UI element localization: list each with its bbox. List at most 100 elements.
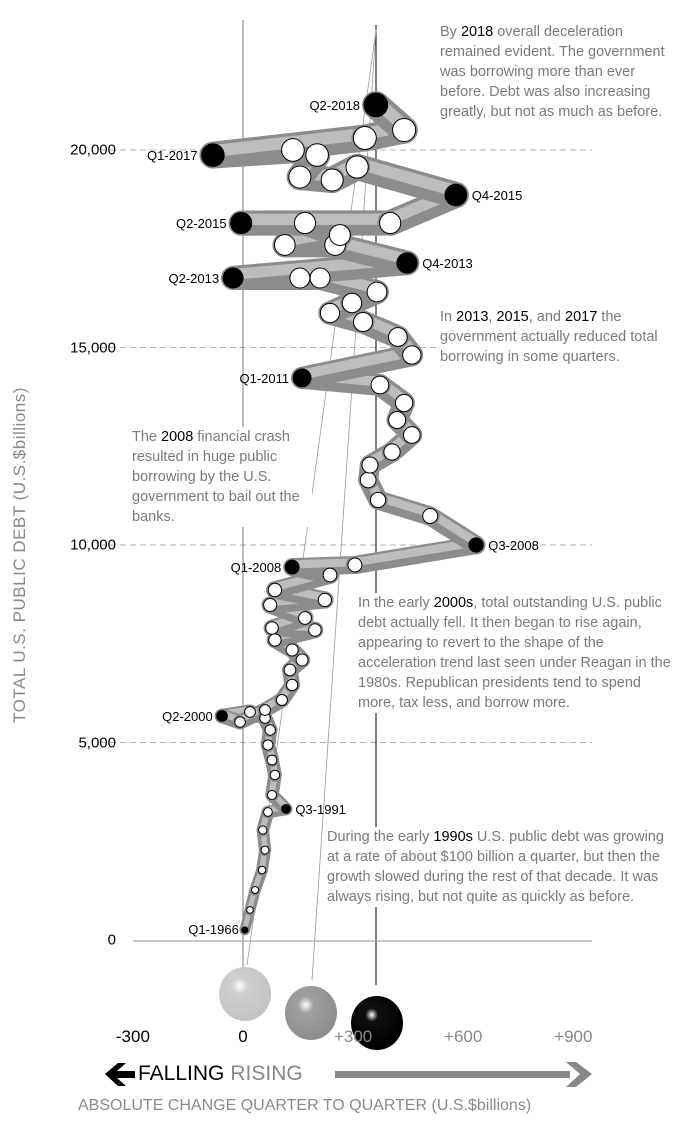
quarter-point <box>289 267 311 289</box>
rising-label: RISING <box>230 1062 303 1085</box>
quarter-point <box>370 375 390 395</box>
point-label: Q3-2008 <box>488 538 539 553</box>
quarter-point <box>317 592 332 608</box>
annotation-2013-2015-2017: In 2013, 2015, and 2017 the government a… <box>440 307 665 367</box>
quarter-point <box>269 769 281 781</box>
y-axis-label: TOTAL U.S. PUBLIC DEBT (U.S.$billions) <box>10 387 29 723</box>
quarter-point <box>234 716 246 728</box>
quarter-point <box>251 885 260 895</box>
point-label: Q1-2011 <box>240 371 290 386</box>
quarter-point <box>341 292 363 314</box>
quarter-point <box>259 704 271 716</box>
point-label: Q1-1966 <box>188 922 239 937</box>
tube-highlight <box>351 157 462 198</box>
falling-arrow-icon <box>105 1063 135 1086</box>
y-tick-label: 5,000 <box>78 734 116 751</box>
tube-highlight <box>288 558 359 569</box>
quarter-point <box>274 234 296 256</box>
quarter-point <box>283 663 297 677</box>
quarter-point <box>322 567 338 583</box>
highlight-point <box>241 926 249 934</box>
quarter-point <box>347 557 363 573</box>
quarter-point <box>366 281 388 303</box>
quarter-point <box>281 138 305 162</box>
x-tick-label: 0 <box>238 1027 248 1046</box>
quarter-point <box>305 143 329 167</box>
quarter-point <box>260 845 270 855</box>
tube-highlight <box>297 346 417 380</box>
highlight-point <box>444 183 468 207</box>
quarter-point <box>266 754 278 766</box>
annotation-2018: By 2018 overall deceleration remained ev… <box>440 22 672 122</box>
quarter-point <box>309 267 331 289</box>
annotation-1990s: During the early 1990s U.S. public debt … <box>327 827 672 907</box>
highlight-point <box>201 143 225 167</box>
point-label: Q2-2000 <box>162 709 213 724</box>
quarter-point <box>392 117 417 143</box>
quarter-point <box>379 211 402 235</box>
quarter-point <box>257 865 267 875</box>
rising-arrow-icon <box>335 1062 592 1087</box>
quarter-point <box>246 906 254 914</box>
quarter-point <box>264 724 276 736</box>
quarter-point <box>402 426 421 444</box>
quarter-point <box>319 302 341 324</box>
point-label: Q2-2013 <box>169 271 220 286</box>
quarter-point <box>352 311 374 333</box>
quarter-point <box>288 165 312 189</box>
x-axis-label: ABSOLUTE CHANGE QUARTER TO QUARTER (U.S.… <box>78 1097 532 1114</box>
quarter-point <box>268 633 282 647</box>
quarter-point <box>263 597 278 613</box>
point-label: Q2-2015 <box>176 216 227 231</box>
legend-ball-light <box>219 967 271 1021</box>
quarter-point <box>298 611 312 625</box>
highlight-point <box>281 803 291 814</box>
quarter-point <box>388 410 407 429</box>
highlight-point <box>284 559 300 575</box>
highlight-point <box>292 368 312 388</box>
quarter-point <box>352 126 377 150</box>
point-label: Q1-2008 <box>231 560 282 575</box>
highlight-point <box>468 537 484 553</box>
annotation-2008: The 2008 financial crash resulted in hug… <box>132 427 312 527</box>
quarter-point <box>275 693 288 707</box>
point-label: Q3-1991 <box>295 802 346 817</box>
falling-label: FALLING <box>138 1062 225 1085</box>
highlight-point <box>222 267 244 289</box>
quarter-point <box>295 653 309 667</box>
quarter-point <box>388 327 408 347</box>
quarter-point <box>262 739 274 751</box>
quarter-point <box>267 582 283 598</box>
legend-ball-dark <box>351 996 403 1050</box>
quarter-point <box>402 345 422 365</box>
point-label: Q2-2018 <box>309 98 360 113</box>
quarter-point <box>258 825 268 835</box>
annotation-2000s: In the early 2000s, total outstanding U.… <box>358 593 673 713</box>
x-tick-label: -300 <box>115 1027 150 1046</box>
quarter-point <box>422 508 439 524</box>
quarter-point <box>244 706 256 718</box>
highlight-point <box>216 710 228 722</box>
quarter-point <box>293 211 317 235</box>
y-tick-label: 0 <box>107 931 116 949</box>
x-tick-label: +600 <box>444 1027 483 1046</box>
quarter-point <box>266 790 278 801</box>
quarter-point <box>361 456 379 474</box>
quarter-point <box>359 471 377 489</box>
y-tick-label: 10,000 <box>70 536 116 554</box>
quarter-point <box>285 678 299 692</box>
quarter-point <box>320 168 344 192</box>
quarter-point <box>328 224 351 246</box>
legend-ball-mid <box>285 986 337 1040</box>
quarter-point <box>263 807 273 817</box>
pendulum-string-mid <box>311 29 377 981</box>
highlight-point <box>230 212 253 235</box>
quarter-point <box>345 155 369 179</box>
quarter-point <box>265 621 279 635</box>
y-tick-label: 15,000 <box>70 339 116 356</box>
highlight-point <box>363 92 389 118</box>
point-label: Q4-2015 <box>472 188 523 203</box>
quarter-point <box>308 623 322 637</box>
direction-legend: FALLING RISING <box>105 1062 303 1086</box>
